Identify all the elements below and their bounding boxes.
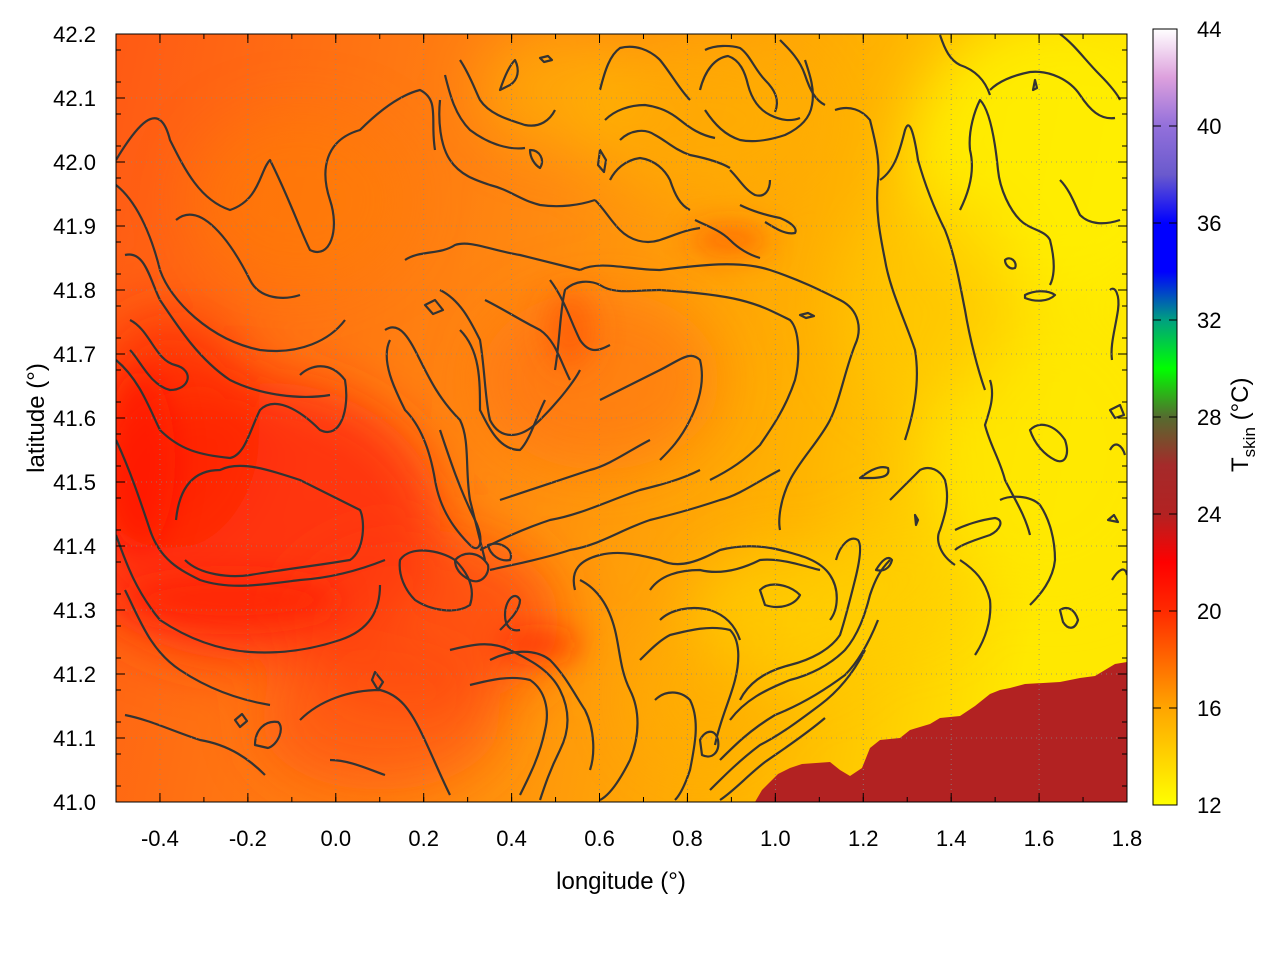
colorbar-label-main: T xyxy=(1227,457,1254,472)
y-tick-label: 42.0 xyxy=(53,150,96,175)
x-tick-label: 0.6 xyxy=(584,826,615,851)
y-axis: 41.0 41.1 41.2 41.3 41.4 41.5 41.6 41.7 41.8 41.9… xyxy=(53,22,1127,815)
y-tick-label: 41.6 xyxy=(53,406,96,431)
colorbar-label-sub: skin xyxy=(1240,427,1259,457)
y-tick-label: 41.9 xyxy=(53,214,96,239)
colorbar-tick-label: 36 xyxy=(1197,211,1221,236)
y-tick-label: 41.1 xyxy=(53,726,96,751)
y-tick-label: 41.4 xyxy=(53,534,96,559)
x-axis-label: longitude (°) xyxy=(556,868,686,895)
y-axis-label: latitude (°) xyxy=(23,363,50,473)
x-tick-label: 1.6 xyxy=(1024,826,1055,851)
colorbar-tick-label: 32 xyxy=(1197,308,1221,333)
x-axis: -0.4 -0.2 0.0 0.2 0.4 0.6 0.8 1.0 1.2 1.4 1.6 1.8 xyxy=(115,34,1143,851)
colorbar-tick-label: 44 xyxy=(1197,17,1221,42)
x-tick-label: 1.2 xyxy=(848,826,879,851)
heatmap-field xyxy=(116,34,1127,802)
y-tick-label: 41.2 xyxy=(53,662,96,687)
y-tick-label: 41.3 xyxy=(53,598,96,623)
sea-area xyxy=(755,662,1127,802)
colorbar-ticks: 12 16 20 24 28 32 36 40 44 xyxy=(1153,17,1221,818)
x-tick-label: 1.4 xyxy=(936,826,967,851)
x-tick-label: 0.8 xyxy=(672,826,703,851)
x-tick-label: 1.8 xyxy=(1112,826,1143,851)
x-tick-label: 0.2 xyxy=(408,826,439,851)
x-tick-label: -0.2 xyxy=(229,826,267,851)
colorbar-tick-label: 20 xyxy=(1197,599,1221,624)
y-tick-label: 41.7 xyxy=(53,342,96,367)
x-tick-label: 0.4 xyxy=(496,826,527,851)
grid-lines xyxy=(116,33,1128,803)
y-tick-label: 41.8 xyxy=(53,278,96,303)
y-tick-label: 42.1 xyxy=(53,86,96,111)
contour-lines xyxy=(116,34,1127,801)
colorbar-label: Tskin (°C) xyxy=(1227,378,1259,473)
x-tick-label: 0.0 xyxy=(320,826,351,851)
colorbar-tick-label: 40 xyxy=(1197,114,1221,139)
colorbar-tick-label: 24 xyxy=(1197,502,1221,527)
x-tick-label: 1.0 xyxy=(760,826,791,851)
colorbar-label-unit: (°C) xyxy=(1227,378,1254,428)
y-tick-label: 41.0 xyxy=(53,790,96,815)
y-tick-label: 42.2 xyxy=(53,22,96,47)
x-tick-label: -0.4 xyxy=(141,826,179,851)
colorbar-tick-label: 28 xyxy=(1197,405,1221,430)
colorbar-tick-label: 12 xyxy=(1197,793,1221,818)
y-tick-label: 41.5 xyxy=(53,470,96,495)
colorbar-tick-label: 16 xyxy=(1197,696,1221,721)
